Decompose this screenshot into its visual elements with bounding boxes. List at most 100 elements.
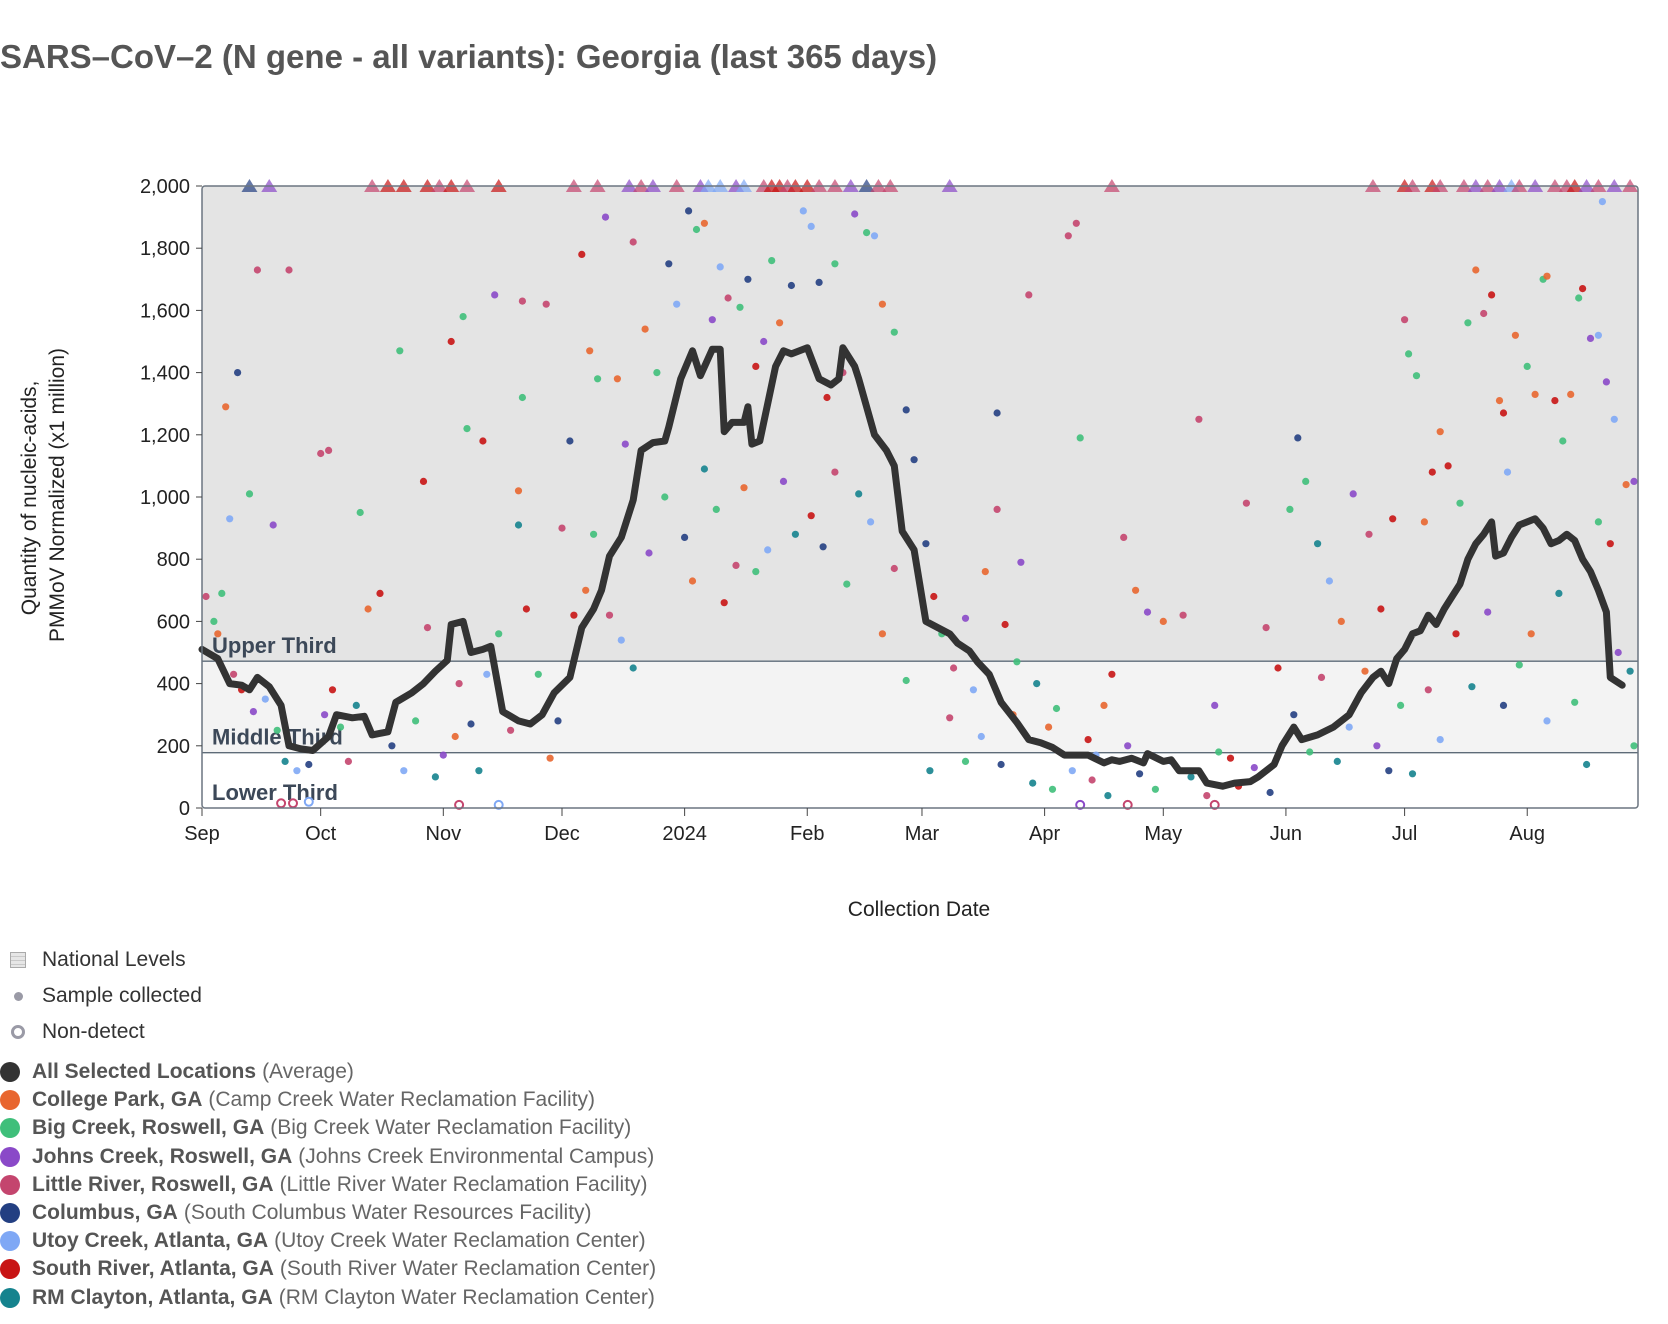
x-tick-label: Aug — [1509, 823, 1545, 845]
sample-point — [930, 592, 938, 601]
sample-point — [1464, 319, 1472, 327]
sample-point — [1456, 499, 1464, 507]
sample-point — [1064, 232, 1072, 240]
sample-point — [273, 726, 281, 734]
sample-point — [1068, 767, 1076, 775]
sample-point — [594, 375, 602, 383]
sample-point — [1136, 770, 1144, 778]
sample-point — [1179, 611, 1187, 619]
legend-location-0[interactable]: College Park, GA (Camp Creek Water Reclam… — [0, 1086, 656, 1114]
sample-point — [629, 238, 637, 246]
sample-point — [214, 630, 222, 638]
sample-point — [1317, 673, 1326, 682]
non-detect-point — [1075, 799, 1086, 810]
sample-point — [716, 263, 724, 271]
legend-location-3[interactable]: Little River, Roswell, GA (Little River W… — [0, 1171, 656, 1199]
legend-location-facility: (Johns Creek Environmental Campus) — [298, 1144, 655, 1168]
sample-point — [1499, 701, 1508, 710]
sample-point — [831, 260, 839, 268]
sample-point — [356, 508, 364, 517]
y-tick-label: 1,800 — [140, 238, 190, 260]
legend-location-5[interactable]: Utoy Creek, Atlanta, GA (Utoy Creek Water… — [0, 1227, 656, 1255]
x-tick-label: 2024 — [662, 823, 707, 845]
sample-point — [1575, 294, 1583, 302]
sample-point — [768, 257, 776, 265]
sample-point — [1151, 785, 1159, 793]
sample-point — [969, 686, 978, 694]
sample-point — [1503, 468, 1512, 476]
legend-national-levels[interactable]: National Levels — [6, 942, 202, 978]
sample-point — [1262, 624, 1270, 632]
sample-point — [993, 505, 1001, 513]
sample-point — [732, 561, 740, 570]
sample-point — [522, 605, 531, 613]
sample-point — [673, 300, 681, 308]
x-tick-label: Oct — [305, 823, 337, 845]
sample-dot-icon — [6, 984, 30, 1008]
sample-point — [419, 477, 428, 485]
sample-point — [736, 303, 744, 311]
sample-point — [645, 549, 653, 557]
sample-point — [1397, 701, 1405, 710]
sample-point — [1598, 198, 1606, 206]
sample-point — [483, 670, 491, 678]
x-tick-label: Jun — [1270, 823, 1302, 845]
legend-location-4[interactable]: Columbus, GA (South Columbus Water Resour… — [0, 1199, 656, 1227]
sample-point — [518, 393, 527, 402]
x-axis-title: Collection Date — [848, 898, 990, 920]
location-color-dot-icon — [0, 1287, 20, 1308]
sample-point — [439, 751, 447, 759]
sample-point — [1124, 742, 1132, 750]
sample-point — [1488, 291, 1496, 299]
sample-point — [1559, 437, 1567, 445]
sample-point — [1444, 462, 1452, 470]
sample-point — [1579, 285, 1587, 293]
sample-point — [423, 624, 432, 632]
sample-point — [1076, 434, 1084, 442]
sample-point — [605, 611, 614, 619]
sample-point — [720, 599, 728, 607]
sample-point — [202, 592, 210, 601]
sample-point — [451, 732, 459, 741]
legend-average-suffix: (Average) — [262, 1060, 354, 1084]
legend-location-average[interactable]: All Selected Locations (Average) — [0, 1058, 656, 1086]
sample-point — [791, 530, 800, 538]
sample-point — [1045, 723, 1053, 731]
legend-location-7[interactable]: RM Clayton, Atlanta, GA (RM Clayton Water… — [0, 1284, 656, 1312]
sample-point — [325, 446, 333, 454]
sample-point — [692, 225, 701, 234]
sample-point — [305, 760, 313, 769]
sample-point — [1274, 664, 1282, 672]
legend-sample-collected[interactable]: Sample collected — [6, 978, 202, 1014]
sample-point — [376, 589, 384, 598]
non-detect-point — [493, 799, 504, 810]
sample-point — [681, 533, 689, 542]
sample-point — [1594, 331, 1602, 339]
sample-point — [851, 210, 859, 218]
legend-location-facility: (South Columbus Water Resources Facility… — [183, 1201, 592, 1225]
sample-point — [1226, 754, 1235, 762]
sample-point — [459, 313, 467, 321]
sample-point — [1606, 540, 1614, 548]
legend-location-facility: (Utoy Creek Water Reclamation Center) — [274, 1229, 646, 1253]
sample-point — [902, 676, 910, 685]
sample-point — [1120, 533, 1128, 542]
legend-location-2[interactable]: Johns Creek, Roswell, GA (Johns Creek Env… — [0, 1143, 656, 1171]
sample-point — [1211, 701, 1219, 710]
sample-point — [1385, 767, 1393, 775]
legend-location-facility: (Camp Creek Water Reclamation Facility) — [208, 1088, 596, 1112]
sample-point — [364, 605, 372, 613]
sample-point — [1543, 717, 1551, 725]
sample-point — [554, 717, 562, 725]
legend-location-1[interactable]: Big Creek, Roswell, GA (Big Creek Water R… — [0, 1114, 656, 1142]
sample-point — [1001, 620, 1009, 629]
legend-non-detect[interactable]: Non-detect — [6, 1014, 202, 1050]
sample-point — [514, 487, 523, 495]
sample-point — [344, 757, 352, 766]
x-tick-label: Sep — [184, 823, 220, 845]
sample-point — [590, 530, 598, 538]
sample-point — [1626, 667, 1634, 675]
x-tick-label: Dec — [544, 823, 580, 845]
legend-location-6[interactable]: South River, Atlanta, GA (South River Wat… — [0, 1255, 656, 1283]
sample-point — [570, 611, 578, 619]
